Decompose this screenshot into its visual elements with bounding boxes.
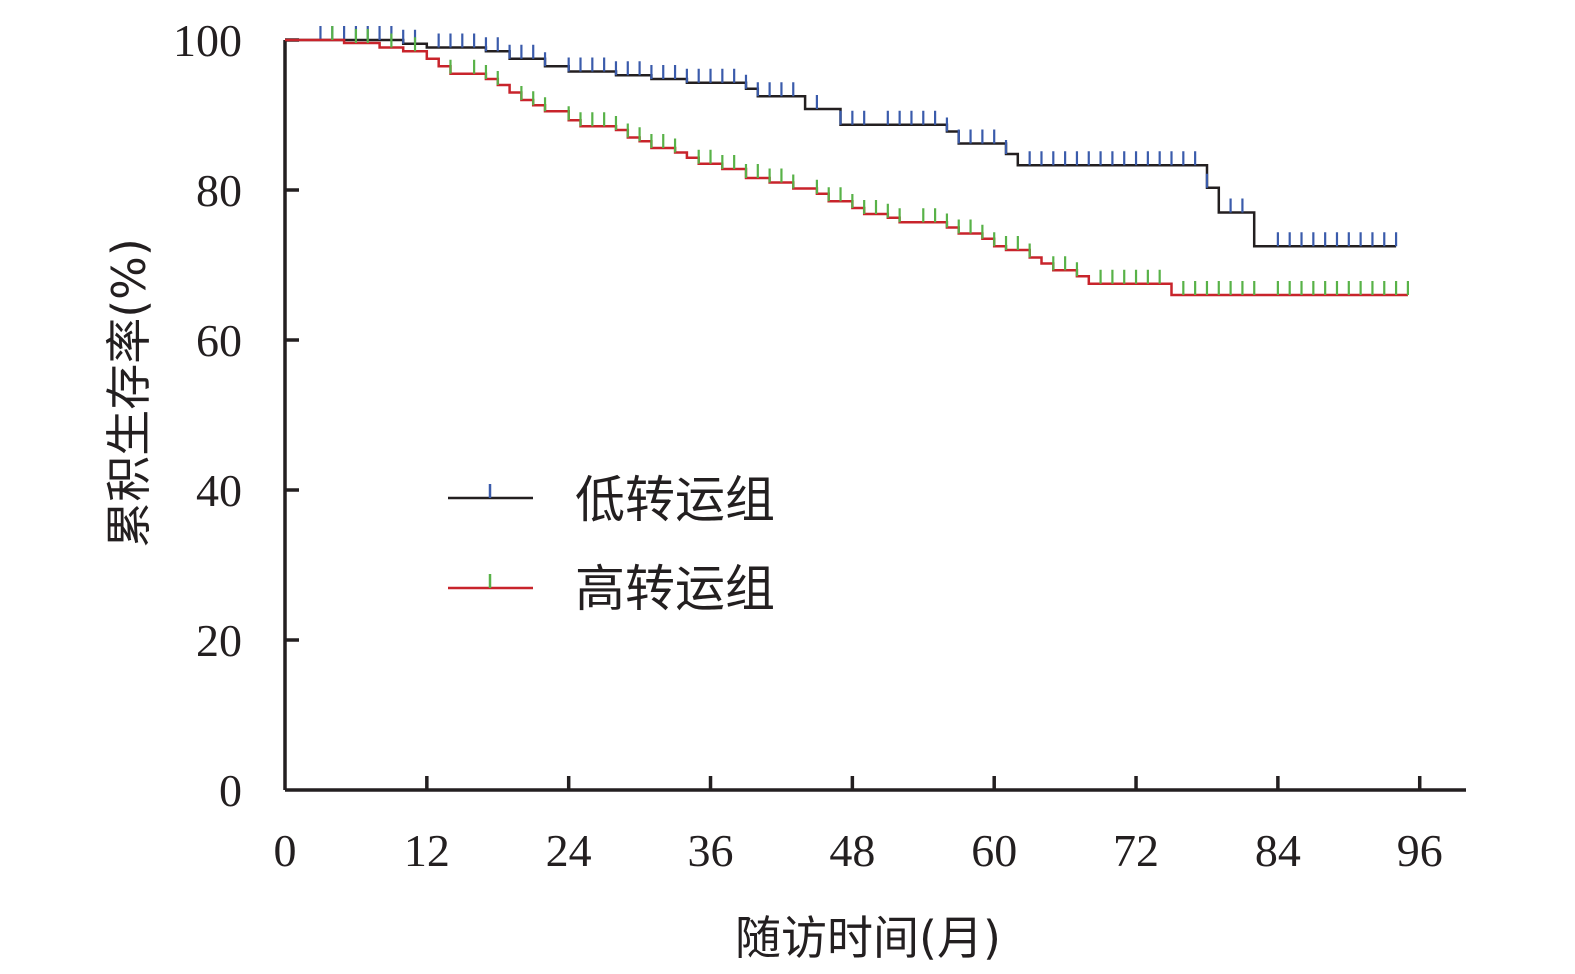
x-tick-label: 12 xyxy=(404,825,450,876)
x-tick-label: 36 xyxy=(688,825,734,876)
x-tick-label: 96 xyxy=(1397,825,1443,876)
y-tick-label: 100 xyxy=(173,15,242,66)
survival-curve xyxy=(285,38,1408,297)
y-ticks: 0 20 40 60 80 100 xyxy=(173,15,299,816)
y-tick-label: 40 xyxy=(196,465,242,516)
series-low xyxy=(285,26,1398,248)
y-tick-label: 0 xyxy=(219,765,242,816)
x-tick-label: 24 xyxy=(546,825,592,876)
x-ticks: 0 12 24 36 48 60 72 84 96 xyxy=(274,776,1443,876)
x-tick-label: 84 xyxy=(1255,825,1301,876)
x-tick-label: 0 xyxy=(274,825,297,876)
legend-low-label: 低转运组 xyxy=(575,471,775,529)
legend-item-low: 低转运组 xyxy=(448,471,775,529)
axes: 0 12 24 36 48 60 72 84 96 0 20 40 60 80 100 xyxy=(173,15,1466,876)
survival-curve xyxy=(285,38,1397,248)
x-tick-label: 48 xyxy=(829,825,875,876)
x-tick-label: 72 xyxy=(1113,825,1159,876)
legend-high-label: 高转运组 xyxy=(575,560,775,618)
legend: 低转运组 高转运组 xyxy=(448,471,775,618)
legend-item-high: 高转运组 xyxy=(448,560,775,618)
series-layer xyxy=(285,26,1410,297)
y-tick-label: 80 xyxy=(196,165,242,216)
x-axis-title: 随访时间(月) xyxy=(735,911,1001,965)
y-tick-label: 20 xyxy=(196,615,242,666)
x-tick-label: 60 xyxy=(971,825,1017,876)
series-high xyxy=(285,26,1410,297)
y-axis-title: 累积生存率(%) xyxy=(102,238,156,548)
y-tick-label: 60 xyxy=(196,315,242,366)
